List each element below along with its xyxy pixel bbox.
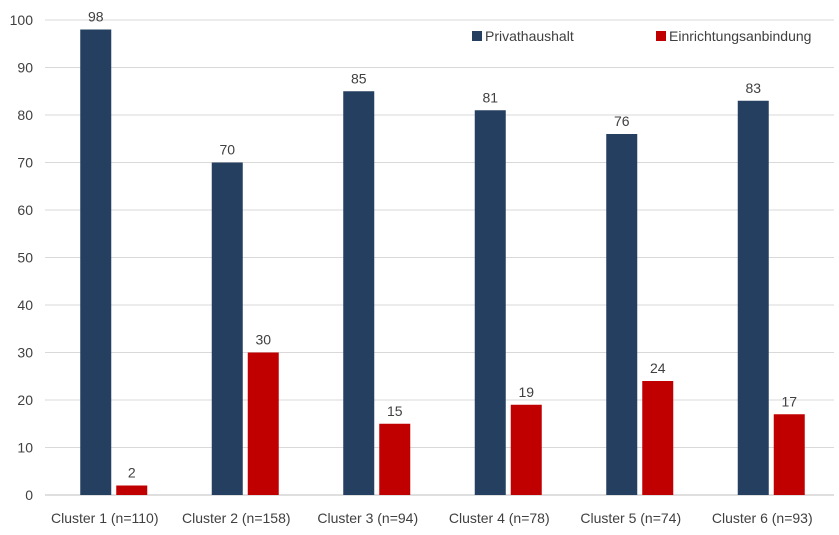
legend-swatch — [472, 31, 482, 41]
legend-label: Einrichtungsanbindung — [669, 28, 811, 44]
bar-privathaushalt — [343, 91, 375, 495]
data-label: 76 — [614, 113, 630, 129]
bar-privathaushalt — [606, 134, 638, 495]
y-tick-label: 40 — [17, 297, 33, 313]
y-tick-label: 10 — [17, 440, 33, 456]
y-tick-label: 100 — [10, 12, 34, 28]
y-tick-label: 50 — [17, 250, 33, 266]
bar-einrichtungsanbindung — [247, 352, 279, 495]
bar-einrichtungsanbindung — [116, 485, 148, 495]
y-tick-label: 90 — [17, 60, 33, 76]
data-label: 15 — [387, 403, 403, 419]
x-tick-label: Cluster 3 (n=94) — [317, 510, 418, 526]
data-label: 2 — [128, 465, 136, 481]
x-tick-label: Cluster 5 (n=74) — [580, 510, 681, 526]
data-label: 24 — [650, 360, 666, 376]
bar-einrichtungsanbindung — [642, 381, 674, 495]
x-tick-label: Cluster 1 (n=110) — [51, 510, 159, 526]
x-tick-label: Cluster 4 (n=78) — [449, 510, 550, 526]
data-label: 81 — [482, 89, 498, 105]
data-label: 83 — [745, 80, 761, 96]
x-axis-tick-labels: Cluster 1 (n=110) Cluster 2 (n=158) Cluste… — [51, 510, 813, 526]
bar-einrichtungsanbindung — [379, 423, 411, 495]
bar-privathaushalt — [80, 29, 112, 495]
bar-privathaushalt — [474, 110, 506, 495]
y-tick-label: 80 — [17, 107, 33, 123]
y-tick-label: 30 — [17, 345, 33, 361]
x-tick-label: Cluster 2 (n=158) — [182, 510, 291, 526]
legend: Privathaushalt Einrichtungsanbindung — [472, 28, 811, 44]
bar-privathaushalt — [737, 100, 769, 495]
bar-einrichtungsanbindung — [510, 404, 542, 495]
data-label: 17 — [781, 393, 797, 409]
y-tick-label: 20 — [17, 392, 33, 408]
bar-privathaushalt — [211, 162, 243, 495]
gridlines — [45, 19, 834, 496]
y-tick-label: 70 — [17, 155, 33, 171]
data-label: 98 — [88, 9, 104, 25]
bars — [80, 29, 805, 495]
y-tick-label: 60 — [17, 202, 33, 218]
y-tick-label: 0 — [25, 487, 33, 503]
data-label: 85 — [351, 70, 367, 86]
data-label: 30 — [255, 332, 271, 348]
data-labels: 98 2 70 30 85 15 81 19 76 24 83 17 — [88, 9, 797, 481]
data-label: 70 — [219, 142, 235, 158]
legend-label: Privathaushalt — [485, 28, 574, 44]
legend-swatch — [656, 31, 666, 41]
y-axis-tick-labels: 0 10 20 30 40 50 60 70 80 90 100 — [10, 12, 34, 503]
x-tick-label: Cluster 6 (n=93) — [712, 510, 813, 526]
data-label: 19 — [518, 384, 534, 400]
bar-einrichtungsanbindung — [773, 414, 805, 495]
